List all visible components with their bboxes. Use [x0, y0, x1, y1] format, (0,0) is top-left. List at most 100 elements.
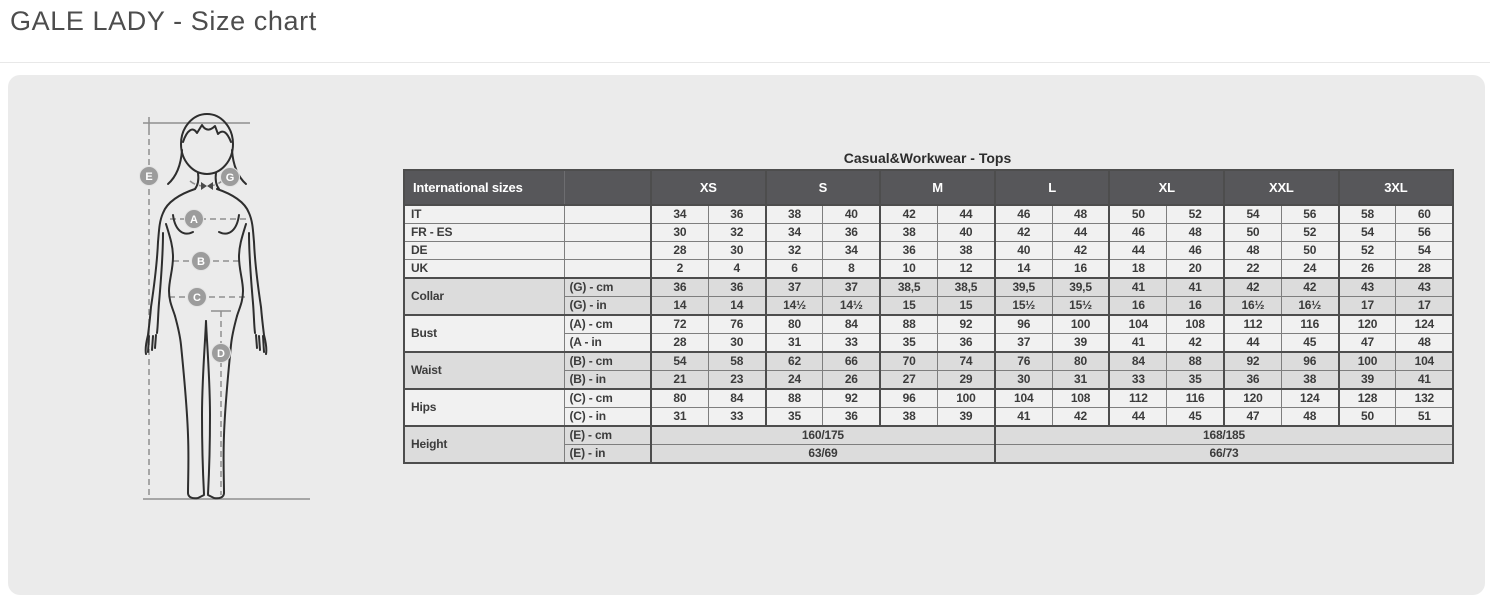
size-value-cell: 31	[764, 333, 824, 353]
size-value-cell: 17	[1337, 296, 1397, 316]
page-title: GALE LADY - Size chart	[10, 6, 317, 36]
row-label: Hips	[403, 388, 565, 427]
size-value-cell: 35	[764, 407, 824, 427]
figure-arm-inner-right	[248, 232, 256, 334]
size-value-cell: 80	[764, 314, 824, 334]
size-table-section: Casual&Workwear - Tops International siz…	[403, 150, 1455, 464]
header-international-sizes: International sizes	[403, 169, 565, 206]
size-value-cell: 74	[937, 351, 996, 371]
size-value-cell: 41	[1395, 370, 1454, 390]
size-value-cell: 28	[649, 241, 709, 260]
measure-badge-a: A	[184, 209, 204, 229]
size-value-cell: 96	[993, 314, 1053, 334]
size-value-cell: 36	[707, 277, 767, 297]
measure-badge-e: E	[139, 166, 159, 186]
figure-hair-left	[167, 149, 183, 185]
height-range-cell: 160/175	[650, 425, 996, 445]
size-value-cell: 41	[993, 407, 1053, 427]
size-value-cell: 33	[707, 407, 767, 427]
row-label: Height	[403, 425, 565, 464]
size-value-cell: 32	[764, 241, 824, 260]
badge-letter: B	[197, 256, 205, 268]
figure-torso-left	[165, 223, 176, 317]
unit-label: (C) - cm	[563, 388, 652, 408]
size-value-cell: 132	[1395, 388, 1454, 408]
figure-foot-right	[207, 492, 225, 500]
size-value-cell: 84	[822, 314, 881, 334]
size-value-cell: 72	[649, 314, 709, 334]
size-value-cell: 116	[1280, 314, 1340, 334]
unit-cell-empty	[563, 259, 652, 279]
size-value-cell: 56	[1280, 204, 1340, 224]
unit-cell-empty	[563, 241, 652, 260]
size-value-cell: 30	[649, 223, 709, 242]
size-value-cell: 15	[879, 296, 939, 316]
figure-leg-inner-right	[205, 320, 211, 495]
size-value-cell: 47	[1223, 407, 1282, 427]
size-value-cell: 84	[707, 388, 767, 408]
figure-bust-right	[218, 214, 240, 235]
size-value-cell: 42	[1166, 333, 1225, 353]
unit-label: (A) - cm	[563, 314, 652, 334]
size-value-cell: 37	[993, 333, 1053, 353]
size-value-cell: 39,5	[993, 277, 1053, 297]
size-value-cell: 39	[1051, 333, 1110, 353]
size-value-cell: 30	[707, 333, 767, 353]
figure-arm-left	[144, 188, 196, 355]
header-size-xl: XL	[1108, 169, 1225, 206]
size-value-cell: 54	[1337, 223, 1397, 242]
size-value-cell: 100	[1051, 314, 1110, 334]
table-row: Waist (B) - cm 54 58 62 66 70 74 76 80 84 88 92 96 100…	[403, 351, 1454, 390]
size-value-cell: 44	[1223, 333, 1282, 353]
size-value-cell: 16	[1166, 296, 1225, 316]
size-value-cell: 39,5	[1051, 277, 1110, 297]
size-value-cell: 48	[1223, 241, 1282, 260]
table-row: FR - ES 30 32 34 36 38 40 42 44 46 48 50 52 54 56	[403, 223, 1454, 242]
row-label: FR - ES	[403, 223, 565, 242]
body-measurement-diagram: E G A B C D	[139, 113, 310, 500]
size-value-cell: 48	[1280, 407, 1340, 427]
size-value-cell: 24	[764, 370, 824, 390]
measure-badges: E G A B C D	[139, 166, 240, 363]
badge-letter: D	[217, 348, 225, 360]
measure-badge-c: C	[187, 287, 207, 307]
size-value-cell: 38	[1280, 370, 1340, 390]
size-value-cell: 37	[822, 277, 881, 297]
table-row: UK 2 4 6 8 10 12 14 16 18 20 22 24 26 28	[403, 259, 1454, 279]
size-value-cell: 40	[937, 223, 996, 242]
table-row: Collar (G) - cm 36 36 37 37 38,5 38,5 39,5 39,5 41…	[403, 277, 1454, 316]
table-row: Hips (C) - cm 80 84 88 92 96 100 104 108 112 116 120…	[403, 388, 1454, 427]
figure-arm-inner-left	[156, 232, 164, 334]
table-header-row: International sizes XS S M L XL XXL 3XL	[403, 169, 1454, 206]
row-label: DE	[403, 241, 565, 260]
height-range-cell: 168/185	[993, 425, 1454, 445]
table-row: (A - in 28 30 31 33 35 36 37 39 41 42 44 45 47 48	[404, 333, 1454, 353]
size-value-cell: 120	[1223, 388, 1282, 408]
unit-cell-empty	[563, 223, 652, 242]
size-value-cell: 92	[937, 314, 996, 334]
collar-bowtie-marker	[201, 182, 213, 190]
size-value-cell: 45	[1280, 333, 1340, 353]
size-value-cell: 84	[1108, 351, 1168, 371]
size-value-cell: 37	[764, 277, 824, 297]
size-value-cell: 54	[1223, 204, 1282, 224]
table-row: Bust (A) - cm 72 76 80 84 88 92 96 100 104 108 112 11…	[403, 314, 1454, 353]
size-value-cell: 52	[1280, 223, 1340, 242]
size-value-cell: 16½	[1280, 296, 1340, 316]
table-title: Casual&Workwear - Tops	[843, 150, 1012, 166]
figure-hand-right	[255, 334, 265, 353]
row-label: Bust	[403, 314, 565, 353]
unit-label: (C) - in	[563, 407, 652, 427]
size-value-cell: 112	[1223, 314, 1282, 334]
size-value-cell: 43	[1395, 277, 1454, 297]
size-value-cell: 34	[764, 223, 824, 242]
size-value-cell: 41	[1108, 333, 1168, 353]
figure-leg-outer-right	[222, 315, 238, 494]
size-value-cell: 66	[822, 351, 881, 371]
size-value-cell: 124	[1395, 314, 1454, 334]
size-value-cell: 31	[1051, 370, 1110, 390]
size-value-cell: 38	[879, 223, 939, 242]
size-value-cell: 43	[1337, 277, 1397, 297]
size-value-cell: 23	[707, 370, 767, 390]
size-value-cell: 8	[822, 259, 881, 279]
